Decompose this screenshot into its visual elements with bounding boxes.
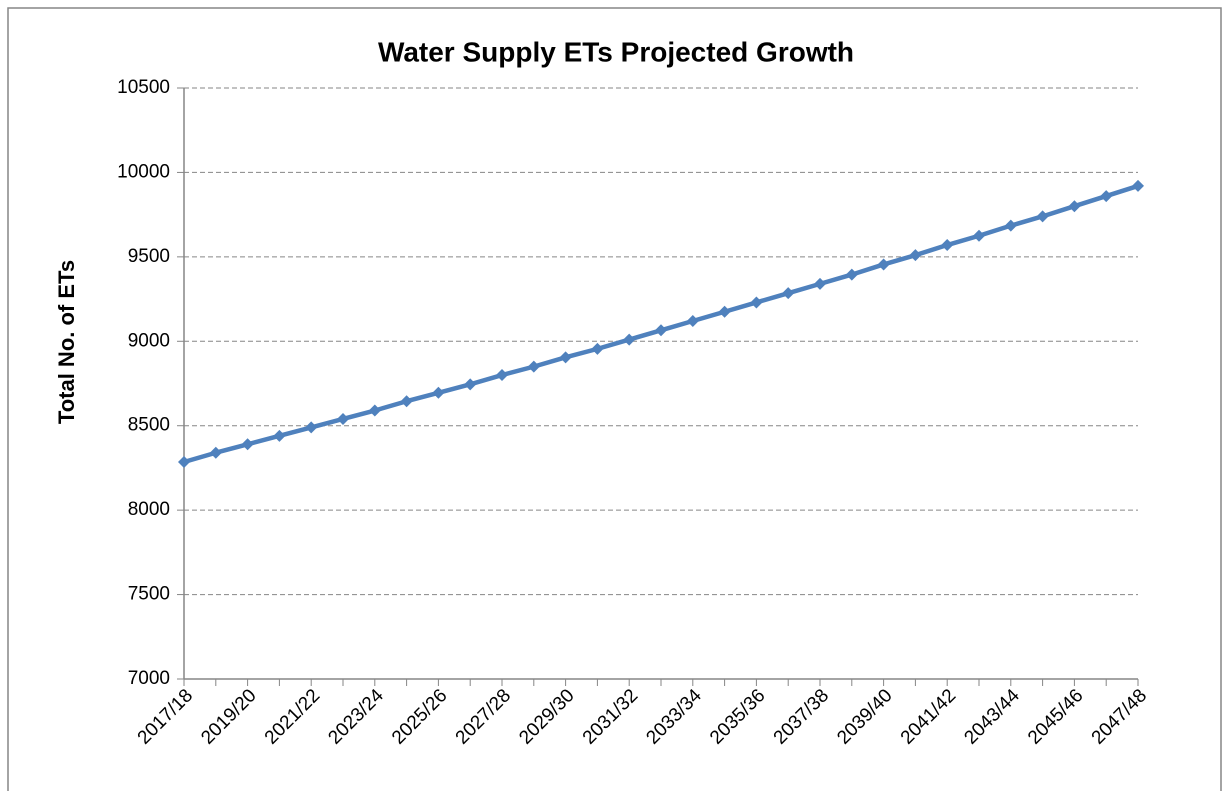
- marker: [909, 249, 922, 262]
- marker: [1068, 200, 1081, 213]
- marker: [973, 229, 985, 242]
- marker: [305, 421, 318, 434]
- marker: [273, 429, 286, 442]
- marker: [400, 395, 413, 408]
- marker: [591, 342, 604, 355]
- marker: [814, 277, 826, 290]
- chart-frame: [7, 7, 1222, 791]
- marker: [1004, 219, 1017, 232]
- y-axis-label: Total No. of ETs: [54, 260, 79, 424]
- marker: [496, 369, 508, 382]
- marker: [718, 305, 731, 318]
- y-tick-label: 8000: [128, 499, 170, 520]
- y-tick-label: 9000: [128, 330, 170, 351]
- y-tick-label: 9500: [128, 246, 170, 267]
- marker: [464, 378, 477, 391]
- marker: [941, 239, 954, 252]
- y-tick-label: 7500: [128, 584, 170, 605]
- marker: [368, 404, 381, 417]
- marker: [782, 287, 795, 300]
- marker: [655, 324, 667, 337]
- marker: [877, 258, 890, 271]
- marker: [845, 268, 858, 281]
- y-tick-label: 7000: [128, 668, 170, 689]
- marker: [623, 333, 636, 346]
- y-tick-label: 8500: [128, 415, 170, 436]
- marker: [241, 438, 254, 451]
- chart-title: Water Supply ETs Projected Growth: [378, 36, 854, 67]
- marker: [527, 360, 540, 373]
- marker: [209, 446, 222, 459]
- marker: [1100, 190, 1113, 203]
- marker: [1132, 179, 1144, 192]
- marker: [1036, 210, 1049, 223]
- marker: [337, 412, 349, 425]
- marker: [432, 386, 445, 399]
- marker: [686, 315, 699, 328]
- marker: [559, 351, 572, 364]
- y-tick-label: 10000: [117, 161, 170, 182]
- y-tick-label: 10500: [117, 77, 170, 98]
- marker: [178, 456, 190, 469]
- marker: [750, 296, 763, 309]
